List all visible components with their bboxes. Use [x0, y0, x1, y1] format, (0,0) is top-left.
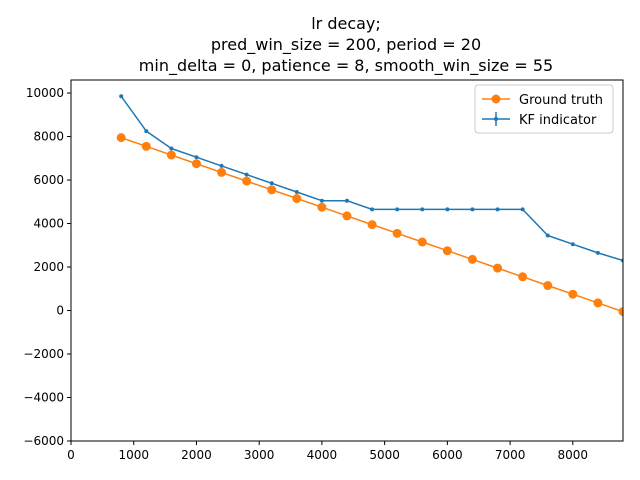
- kf-indicator-point: [470, 207, 475, 212]
- kf-indicator-point: [395, 207, 400, 212]
- x-tick-label: 1000: [118, 448, 149, 462]
- kf-indicator-point: [144, 129, 149, 134]
- axes: 0 1000 2000 3000 4000 5000 6000 7000 8000 −6000 −4…: [23, 79, 624, 462]
- kf-indicator-point: [595, 250, 600, 255]
- ground-truth-point: [467, 254, 477, 264]
- y-tick-label: 4000: [33, 217, 64, 231]
- legend-ground-truth-label: Ground truth: [519, 93, 603, 108]
- title-line-1: lr decay;: [311, 14, 381, 33]
- kf-indicator-point: [294, 190, 299, 194]
- ground-truth-point: [442, 246, 452, 256]
- x-tick-label: 4000: [307, 448, 338, 462]
- kf-indicator-point: [244, 172, 249, 177]
- y-tick-label: 8000: [33, 130, 64, 144]
- ground-truth-point: [292, 194, 302, 204]
- kf-indicator-point: [269, 181, 274, 186]
- ground-truth-point: [317, 202, 327, 212]
- ground-truth-point: [267, 185, 277, 195]
- y-tick-label: 2000: [33, 260, 64, 274]
- y-tick-label: 10000: [26, 86, 64, 100]
- x-tick-label: 3000: [244, 448, 275, 462]
- kf-indicator-point: [345, 198, 349, 203]
- ground-truth-point: [141, 141, 151, 151]
- axes-frame: [70, 79, 624, 442]
- y-tick-label: −2000: [23, 347, 64, 361]
- legend-ground-truth-marker: [491, 94, 501, 104]
- ground-truth-point: [618, 307, 623, 317]
- ground-truth-point: [593, 298, 603, 308]
- kf-indicator-point: [119, 94, 124, 99]
- kf-indicator-point: [169, 146, 174, 151]
- chart-title: lr decay; pred_win_size = 200, period = …: [139, 14, 553, 76]
- title-line-3: min_delta = 0, patience = 8, smooth_win_…: [139, 56, 553, 76]
- ground-truth-point: [543, 281, 553, 291]
- ground-truth-point: [493, 263, 503, 273]
- ground-truth-point: [367, 220, 377, 230]
- kf-indicator-point: [495, 207, 500, 212]
- kf-indicator-point: [445, 207, 450, 212]
- x-tick-label: 0: [67, 448, 75, 462]
- x-tick-label: 6000: [432, 448, 463, 462]
- y-tick-label: 6000: [33, 173, 64, 187]
- ground-truth-point: [166, 150, 176, 160]
- legend: Ground truth KF indicator: [474, 84, 614, 134]
- legend-box: [474, 84, 614, 134]
- y-tick-label: 0: [56, 304, 64, 318]
- kf-indicator-point: [520, 207, 525, 212]
- ground-truth-point: [217, 167, 227, 177]
- x-tick-label: 5000: [369, 448, 400, 462]
- title-line-2: pred_win_size = 200, period = 20: [211, 35, 481, 55]
- ground-truth-point: [568, 289, 578, 299]
- kf-indicator-point: [420, 207, 425, 212]
- x-tick-label: 8000: [558, 448, 589, 462]
- ground-truth-point: [242, 176, 252, 186]
- x-tick-label: 2000: [181, 448, 212, 462]
- ground-truth-point: [518, 272, 528, 282]
- legend-kf-indicator-marker: [494, 117, 498, 121]
- ground-truth-point: [191, 159, 201, 169]
- kf-indicator-point: [194, 155, 199, 160]
- kf-indicator-point: [570, 242, 575, 247]
- ground-truth-point: [116, 133, 126, 143]
- ground-truth-point: [342, 211, 352, 221]
- kf-indicator-point: [219, 163, 224, 168]
- y-tick-label: −4000: [23, 391, 64, 405]
- kf-indicator-series: [119, 94, 623, 263]
- y-tick-label: −6000: [23, 434, 64, 448]
- ground-truth-point: [392, 228, 402, 238]
- kf-indicator-point: [545, 233, 550, 238]
- x-tick-label: 7000: [495, 448, 526, 462]
- plot-area: [116, 94, 623, 317]
- kf-indicator-point: [319, 198, 324, 203]
- ground-truth-series: [116, 133, 623, 317]
- legend-kf-indicator-label: KF indicator: [519, 113, 597, 128]
- ground-truth-point: [417, 237, 427, 247]
- kf-indicator-point: [370, 207, 375, 212]
